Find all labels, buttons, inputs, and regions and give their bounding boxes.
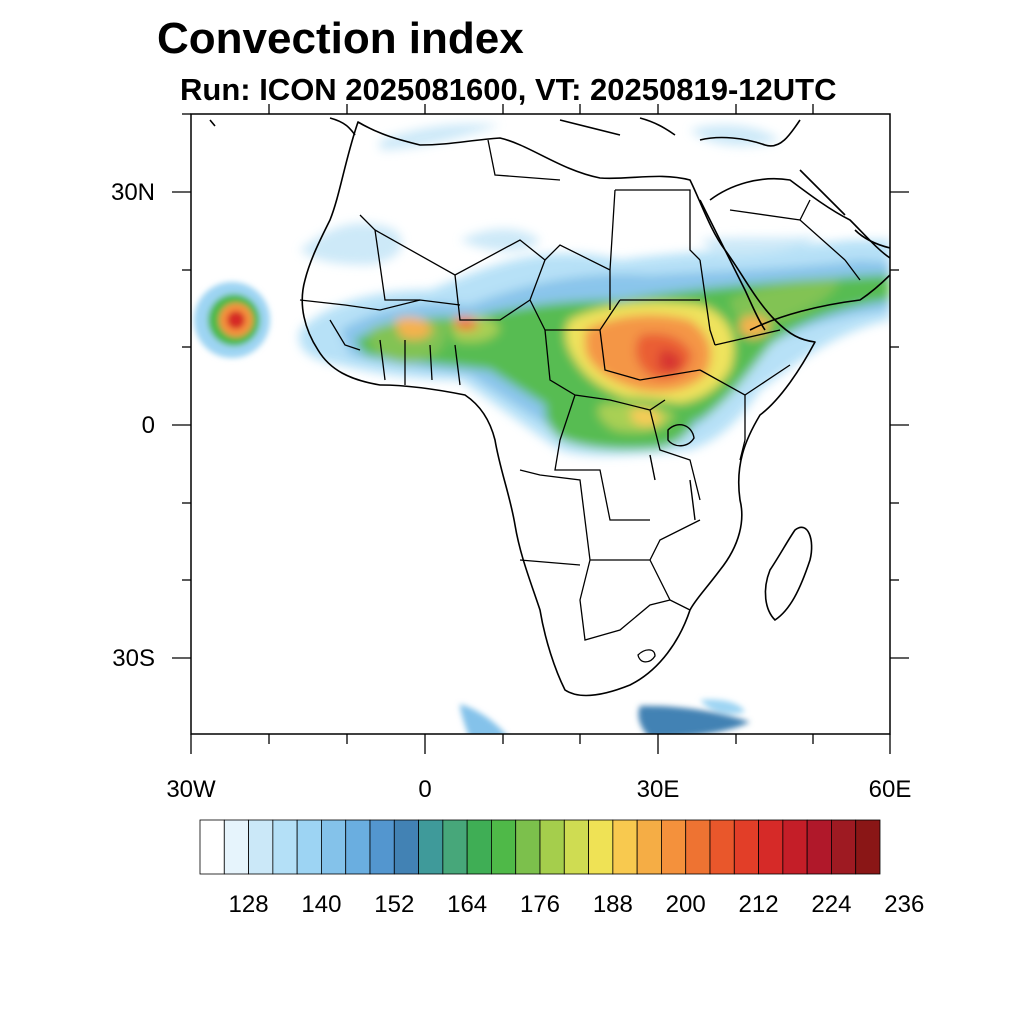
colorbar-label: 176 <box>520 891 560 918</box>
lon-label-60e: 60E <box>869 776 912 803</box>
colorbar-swatch <box>345 819 371 875</box>
axis-ticks <box>172 104 909 754</box>
colorbar-label: 164 <box>447 891 487 918</box>
colorbar-swatch <box>636 819 662 875</box>
colorbar-swatch <box>831 819 857 875</box>
colorbar-label: 152 <box>374 891 414 918</box>
country-borders <box>299 139 861 663</box>
colorbar-swatch <box>782 819 808 875</box>
lat-label-30n: 30N <box>111 179 155 206</box>
convection-field <box>194 123 890 734</box>
colorbar-swatch <box>661 819 687 875</box>
latitude-labels: 30N 0 30S <box>111 179 155 672</box>
map-frame <box>190 113 891 735</box>
lon-label-30e: 30E <box>637 776 680 803</box>
colorbar-swatch <box>709 819 735 875</box>
colorbar-swatch <box>588 819 614 875</box>
colorbar <box>199 819 881 875</box>
colorbar-label: 224 <box>811 891 851 918</box>
colorbar-label: 140 <box>301 891 341 918</box>
colorbar-swatch <box>442 819 468 875</box>
colorbar-label: 212 <box>739 891 779 918</box>
colorbar-swatch <box>199 819 225 875</box>
colorbar-swatch <box>733 819 759 875</box>
lat-label-0: 0 <box>142 412 155 439</box>
colorbar-swatch <box>223 819 249 875</box>
map-subtitle: Run: ICON 2025081600, VT: 20250819-12UTC <box>180 72 837 107</box>
colorbar-swatch <box>466 819 492 875</box>
longitude-labels: 30W 0 30E 60E <box>166 776 911 803</box>
colorbar-swatch <box>612 819 638 875</box>
colorbar-swatch <box>418 819 444 875</box>
colorbar-swatch <box>296 819 322 875</box>
colorbar-swatch <box>685 819 711 875</box>
colorbar-label: 128 <box>229 891 269 918</box>
colorbar-labels: 128 140 152 164 176 188 200 212 224 236 <box>229 891 925 918</box>
colorbar-swatch <box>393 819 419 875</box>
map-title: Convection index <box>157 14 524 63</box>
lakes <box>649 424 696 521</box>
colorbar-label: 200 <box>666 891 706 918</box>
colorbar-swatch <box>563 819 589 875</box>
colorbar-swatch <box>806 819 832 875</box>
coastlines <box>209 117 890 697</box>
colorbar-swatch <box>491 819 517 875</box>
lon-label-0: 0 <box>418 776 431 803</box>
colorbar-swatch <box>272 819 298 875</box>
colorbar-swatch <box>369 819 395 875</box>
lat-label-30s: 30S <box>112 645 155 672</box>
colorbar-label: 188 <box>593 891 633 918</box>
colorbar-swatch <box>855 819 881 875</box>
colorbar-swatch <box>758 819 784 875</box>
lon-label-30w: 30W <box>166 776 216 803</box>
colorbar-label: 236 <box>884 891 924 918</box>
colorbar-swatch <box>248 819 274 875</box>
colorbar-swatch <box>515 819 541 875</box>
colorbar-swatch <box>539 819 565 875</box>
colorbar-swatch <box>321 819 347 875</box>
